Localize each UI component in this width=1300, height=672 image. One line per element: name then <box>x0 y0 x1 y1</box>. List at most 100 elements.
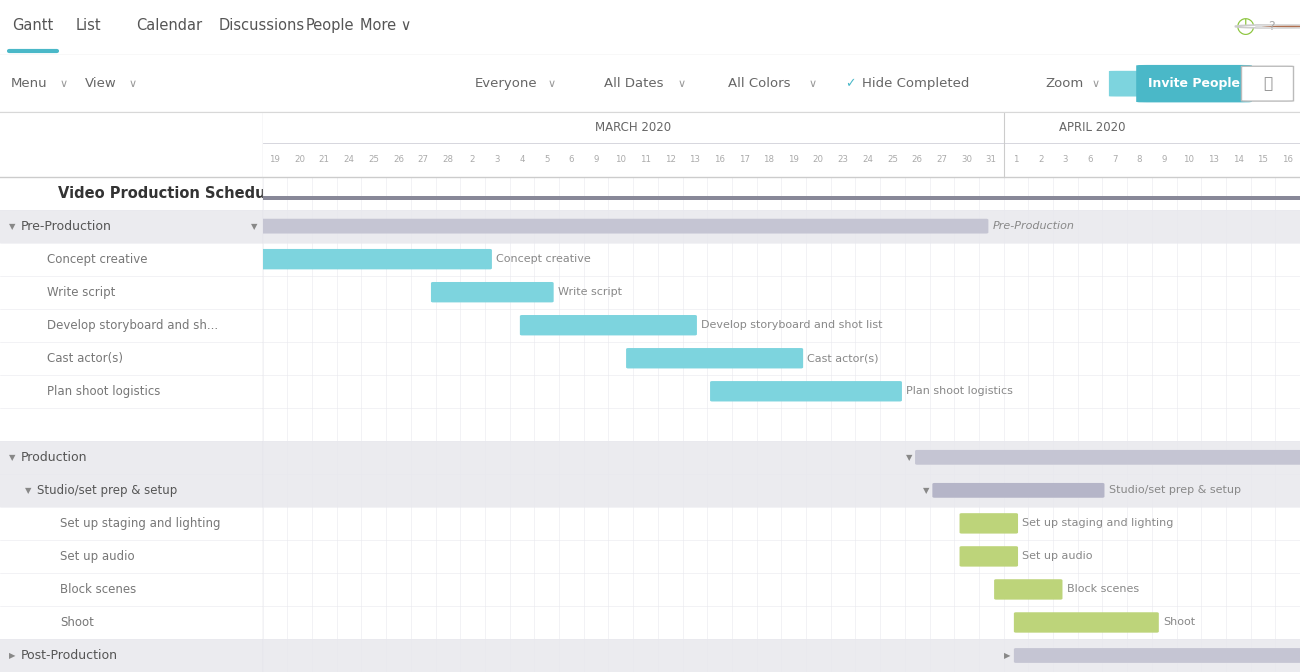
Bar <box>263 408 1300 441</box>
Text: Develop storyboard and shot list: Develop storyboard and shot list <box>701 321 883 330</box>
Text: 27: 27 <box>417 155 429 165</box>
Text: 14: 14 <box>1232 155 1244 165</box>
Text: Studio/set prep & setup: Studio/set prep & setup <box>1109 485 1240 495</box>
Bar <box>263 540 1300 573</box>
Text: Write script: Write script <box>558 287 621 297</box>
Text: ∨: ∨ <box>809 79 816 89</box>
Text: ▶: ▶ <box>1005 651 1011 660</box>
Text: 9: 9 <box>593 155 599 165</box>
Bar <box>263 196 1300 200</box>
Bar <box>263 375 1300 408</box>
Bar <box>263 606 1300 639</box>
Text: Block scenes: Block scenes <box>60 583 136 596</box>
Text: 20: 20 <box>812 155 824 165</box>
Text: 16: 16 <box>714 155 725 165</box>
FancyBboxPatch shape <box>1109 71 1144 97</box>
Bar <box>0 210 263 243</box>
Text: ∨: ∨ <box>547 79 555 89</box>
Text: 23: 23 <box>837 155 849 165</box>
Bar <box>263 177 1300 210</box>
Text: All Dates: All Dates <box>604 77 664 90</box>
Text: Invite People: Invite People <box>1148 77 1240 90</box>
Text: 24: 24 <box>343 155 355 165</box>
Text: 16: 16 <box>1282 155 1294 165</box>
Text: 17: 17 <box>738 155 750 165</box>
Text: 12: 12 <box>664 155 676 165</box>
Text: 5: 5 <box>543 155 550 165</box>
Text: Set up staging and lighting: Set up staging and lighting <box>1022 518 1174 528</box>
Text: Studio/set prep & setup: Studio/set prep & setup <box>36 484 177 497</box>
Text: APRIL 2020: APRIL 2020 <box>1060 121 1126 134</box>
Text: All Colors: All Colors <box>728 77 790 90</box>
FancyBboxPatch shape <box>1014 648 1300 663</box>
Text: 3: 3 <box>1062 155 1069 165</box>
Bar <box>263 573 1300 606</box>
Text: 21: 21 <box>318 155 330 165</box>
Text: 31: 31 <box>985 155 997 165</box>
Bar <box>263 210 1300 243</box>
Text: 6: 6 <box>568 155 575 165</box>
Bar <box>263 507 1300 540</box>
Text: ▼: ▼ <box>9 222 16 230</box>
Text: Block scenes: Block scenes <box>1066 585 1139 595</box>
Text: ?: ? <box>1268 20 1275 33</box>
Text: 19: 19 <box>788 155 800 165</box>
FancyBboxPatch shape <box>1242 67 1294 101</box>
Bar <box>263 276 1300 308</box>
Text: People: People <box>306 18 354 34</box>
Text: Write script: Write script <box>47 286 116 298</box>
FancyBboxPatch shape <box>1014 612 1158 632</box>
Text: List: List <box>75 18 101 34</box>
Text: Pre-Production: Pre-Production <box>992 221 1074 231</box>
Bar <box>0 308 263 342</box>
Bar <box>263 243 1300 276</box>
Text: 4: 4 <box>519 155 525 165</box>
Text: 25: 25 <box>368 155 380 165</box>
FancyBboxPatch shape <box>260 249 491 269</box>
FancyBboxPatch shape <box>932 483 1105 498</box>
Text: ⧉: ⧉ <box>1262 76 1273 91</box>
FancyBboxPatch shape <box>959 546 1018 566</box>
Text: 15: 15 <box>1257 155 1269 165</box>
Text: 19: 19 <box>269 155 281 165</box>
Bar <box>263 639 1300 672</box>
Text: ▼: ▼ <box>906 453 913 462</box>
Bar <box>0 408 263 441</box>
Text: Shoot: Shoot <box>60 616 95 629</box>
Text: Cast actor(s): Cast actor(s) <box>807 353 879 364</box>
Text: Set up audio: Set up audio <box>60 550 135 563</box>
FancyBboxPatch shape <box>710 381 902 401</box>
Text: 6: 6 <box>1087 155 1093 165</box>
Text: 7: 7 <box>1112 155 1118 165</box>
Text: 2: 2 <box>1037 155 1044 165</box>
Bar <box>0 474 263 507</box>
Text: Gantt: Gantt <box>12 18 53 34</box>
FancyBboxPatch shape <box>520 315 697 335</box>
Text: ▼: ▼ <box>9 453 16 462</box>
Text: ▼: ▼ <box>251 222 257 230</box>
Text: 13: 13 <box>689 155 701 165</box>
Text: 10: 10 <box>1183 155 1195 165</box>
Text: 26: 26 <box>911 155 923 165</box>
FancyBboxPatch shape <box>627 348 803 368</box>
Text: ∨: ∨ <box>60 79 68 89</box>
Text: ▼: ▼ <box>923 486 930 495</box>
Text: ∨: ∨ <box>677 79 685 89</box>
Text: Post-Production: Post-Production <box>21 649 118 662</box>
Bar <box>0 507 263 540</box>
Text: 30: 30 <box>961 155 972 165</box>
Text: Production: Production <box>21 451 87 464</box>
FancyBboxPatch shape <box>432 282 554 302</box>
Text: 9: 9 <box>1161 155 1167 165</box>
Text: 10: 10 <box>615 155 627 165</box>
FancyBboxPatch shape <box>1136 65 1252 102</box>
Text: Video Production Schedule: Video Production Schedule <box>57 185 281 201</box>
Bar <box>0 375 263 408</box>
Text: 18: 18 <box>763 155 775 165</box>
Text: Hide Completed: Hide Completed <box>862 77 970 90</box>
Bar <box>0 606 263 639</box>
Text: ∨: ∨ <box>129 79 136 89</box>
Text: Pre-Production: Pre-Production <box>21 220 112 233</box>
Text: Menu: Menu <box>10 77 47 90</box>
Text: 2: 2 <box>469 155 476 165</box>
